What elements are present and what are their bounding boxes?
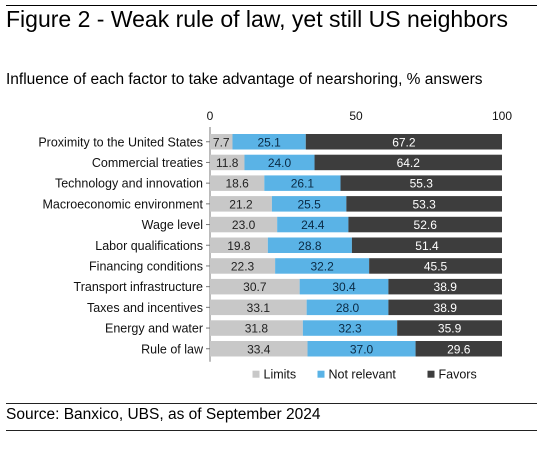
title-rule xyxy=(6,5,537,6)
data-label: 22.3 xyxy=(231,259,255,273)
data-label: 38.9 xyxy=(434,280,458,294)
data-label: 31.8 xyxy=(245,322,269,336)
bar-segment xyxy=(388,278,502,295)
category-label: Technology and innovation xyxy=(55,177,203,191)
legend-label: Limits xyxy=(264,368,297,382)
bar-segment xyxy=(305,134,502,150)
source-note: Source: Banxico, UBS, as of September 20… xyxy=(6,406,321,423)
data-label: 30.7 xyxy=(243,280,267,294)
bar-segment xyxy=(267,237,352,253)
data-label: 32.2 xyxy=(310,259,334,273)
data-label: 28.0 xyxy=(336,301,360,315)
data-label: 53.3 xyxy=(413,197,437,211)
data-label: 25.1 xyxy=(257,135,281,149)
data-label: 38.9 xyxy=(434,301,458,315)
data-label: 24.4 xyxy=(301,218,325,232)
data-label: 52.6 xyxy=(414,218,438,232)
data-label: 35.9 xyxy=(438,322,462,336)
legend-swatch xyxy=(317,370,325,378)
category-label: Taxes and incentives xyxy=(87,301,203,315)
data-label: 33.4 xyxy=(247,342,271,356)
data-label: 23.0 xyxy=(232,218,256,232)
bar-segment xyxy=(264,175,341,191)
chart-subtitle: Influence of each factor to take advanta… xyxy=(6,71,483,88)
stacked-bar-chart: 0 50 100 Proximity to the United States 7.7 2… xyxy=(38,109,512,382)
bar-segment xyxy=(346,196,502,212)
data-label: 11.8 xyxy=(216,156,239,170)
data-label: 18.6 xyxy=(225,177,249,191)
bar-segment xyxy=(210,258,276,274)
data-label: 24.0 xyxy=(268,156,292,170)
x-tick-label: 50 xyxy=(349,109,363,123)
bar-segment xyxy=(210,154,245,171)
legend-swatch xyxy=(252,370,260,378)
bar-segment xyxy=(210,320,303,336)
data-label: 55.3 xyxy=(410,177,434,191)
bar-segment xyxy=(210,278,300,295)
data-label: 21.2 xyxy=(229,197,253,211)
footer-rule xyxy=(6,403,537,404)
category-label: Commercial treaties xyxy=(92,156,203,170)
bar-segment xyxy=(232,134,306,150)
category-label: Transport infrastructure xyxy=(74,280,203,294)
bar-segment xyxy=(348,216,502,233)
bar-segment xyxy=(210,341,308,357)
category-label: Financing conditions xyxy=(89,259,203,273)
bar-segment xyxy=(244,154,315,171)
category-label: Energy and water xyxy=(105,322,203,336)
bar-segment xyxy=(314,154,502,171)
legend-swatch xyxy=(427,370,435,378)
bar-segment xyxy=(388,299,502,316)
data-label: 26.1 xyxy=(291,177,315,191)
category-label: Wage level xyxy=(142,218,203,232)
bar-segment xyxy=(302,320,398,336)
data-label: 30.4 xyxy=(332,280,356,294)
data-label: 7.7 xyxy=(213,135,230,149)
category-label: Macroeconomic environment xyxy=(43,197,204,211)
bar-segment xyxy=(275,258,370,274)
x-tick-label: 100 xyxy=(492,109,512,123)
category-label: Rule of law xyxy=(141,342,204,356)
bottom-rule xyxy=(6,430,537,431)
data-label: 33.1 xyxy=(247,301,271,315)
data-label: 25.5 xyxy=(297,197,321,211)
bar-segment xyxy=(306,299,389,316)
chart-title: Figure 2 - Weak rule of law, yet still U… xyxy=(6,6,508,32)
data-label: 67.2 xyxy=(392,135,416,149)
data-label: 19.8 xyxy=(227,239,251,253)
bar-segment xyxy=(210,299,307,316)
bar-segment xyxy=(369,258,502,274)
data-label: 45.5 xyxy=(424,259,448,273)
category-label: Labor qualifications xyxy=(95,239,203,253)
bar-segment xyxy=(210,175,265,191)
bar-segment xyxy=(271,196,347,212)
bar-segment xyxy=(415,341,502,357)
category-label: Proximity to the United States xyxy=(38,135,203,149)
data-label: 64.2 xyxy=(397,156,421,170)
bar-segment xyxy=(340,175,502,191)
data-label: 51.4 xyxy=(415,239,439,253)
bar-segment xyxy=(277,216,349,233)
legend-label: Not relevant xyxy=(329,368,397,382)
bar-segment xyxy=(210,237,268,253)
data-label: 28.8 xyxy=(298,239,322,253)
data-label: 29.6 xyxy=(447,342,471,356)
data-label: 32.3 xyxy=(338,322,362,336)
bar-segment xyxy=(351,237,502,253)
x-tick-label: 0 xyxy=(207,109,214,123)
bar-segment xyxy=(299,278,389,295)
bar-segment xyxy=(210,134,233,150)
bar-segment xyxy=(210,196,272,212)
bar-segment xyxy=(307,341,416,357)
legend-label: Favors xyxy=(439,368,477,382)
data-label: 37.0 xyxy=(350,342,374,356)
bar-segment xyxy=(397,320,502,336)
bar-segment xyxy=(210,216,278,233)
